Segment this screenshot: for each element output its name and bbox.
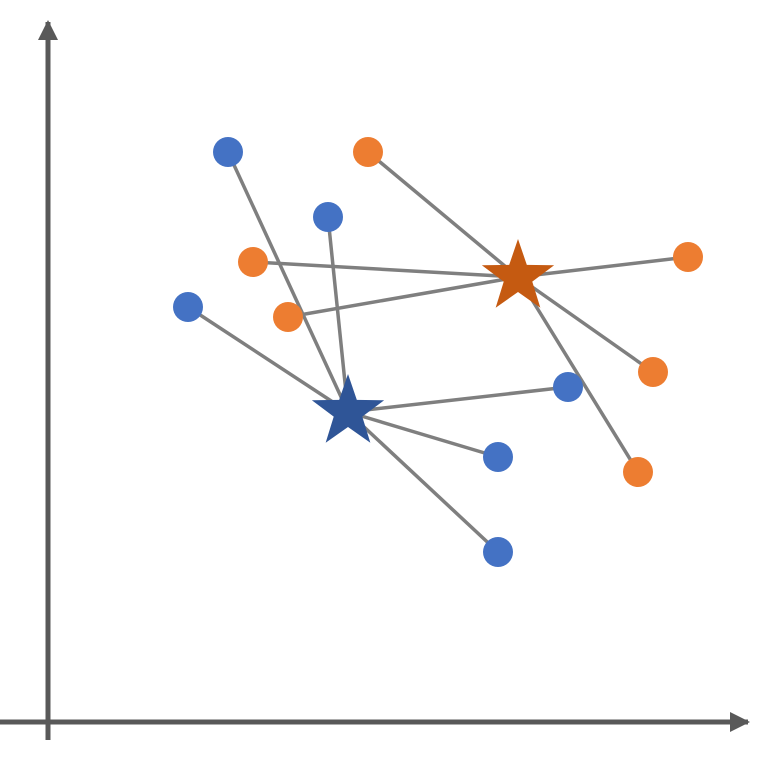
cluster-b-point-3 — [273, 302, 303, 332]
cluster-b-link-5 — [516, 275, 655, 374]
cluster-a-link-1 — [226, 150, 350, 414]
cluster-b-link-6 — [516, 275, 640, 474]
cluster-b-link-2 — [251, 260, 520, 279]
cluster-a-link-6 — [346, 410, 500, 554]
axes — [0, 20, 750, 740]
cluster-a-link-5 — [346, 410, 500, 459]
cluster-a-point-4 — [553, 372, 583, 402]
data-points — [173, 137, 703, 567]
cluster-b-link-4 — [516, 255, 690, 279]
cluster-a-centroid-star — [311, 374, 385, 443]
cluster-a-point-6 — [483, 537, 513, 567]
cluster-b-link-3 — [286, 275, 520, 319]
cluster-links — [186, 150, 690, 554]
cluster-a-point-3 — [173, 292, 203, 322]
cluster-a-link-2 — [326, 215, 350, 414]
cluster-a-link-4 — [346, 385, 570, 414]
cluster-b-point-2 — [238, 247, 268, 277]
centroids — [311, 239, 555, 443]
cluster-b-point-6 — [623, 457, 653, 487]
cluster-b-point-1 — [353, 137, 383, 167]
cluster-a-point-5 — [483, 442, 513, 472]
cluster-a-point-1 — [213, 137, 243, 167]
cluster-b-link-1 — [366, 150, 520, 279]
cluster-b-point-4 — [673, 242, 703, 272]
cluster-b-point-5 — [638, 357, 668, 387]
cluster-a-link-3 — [186, 305, 350, 414]
cluster-b-centroid-star — [481, 239, 555, 308]
cluster-a-point-2 — [313, 202, 343, 232]
